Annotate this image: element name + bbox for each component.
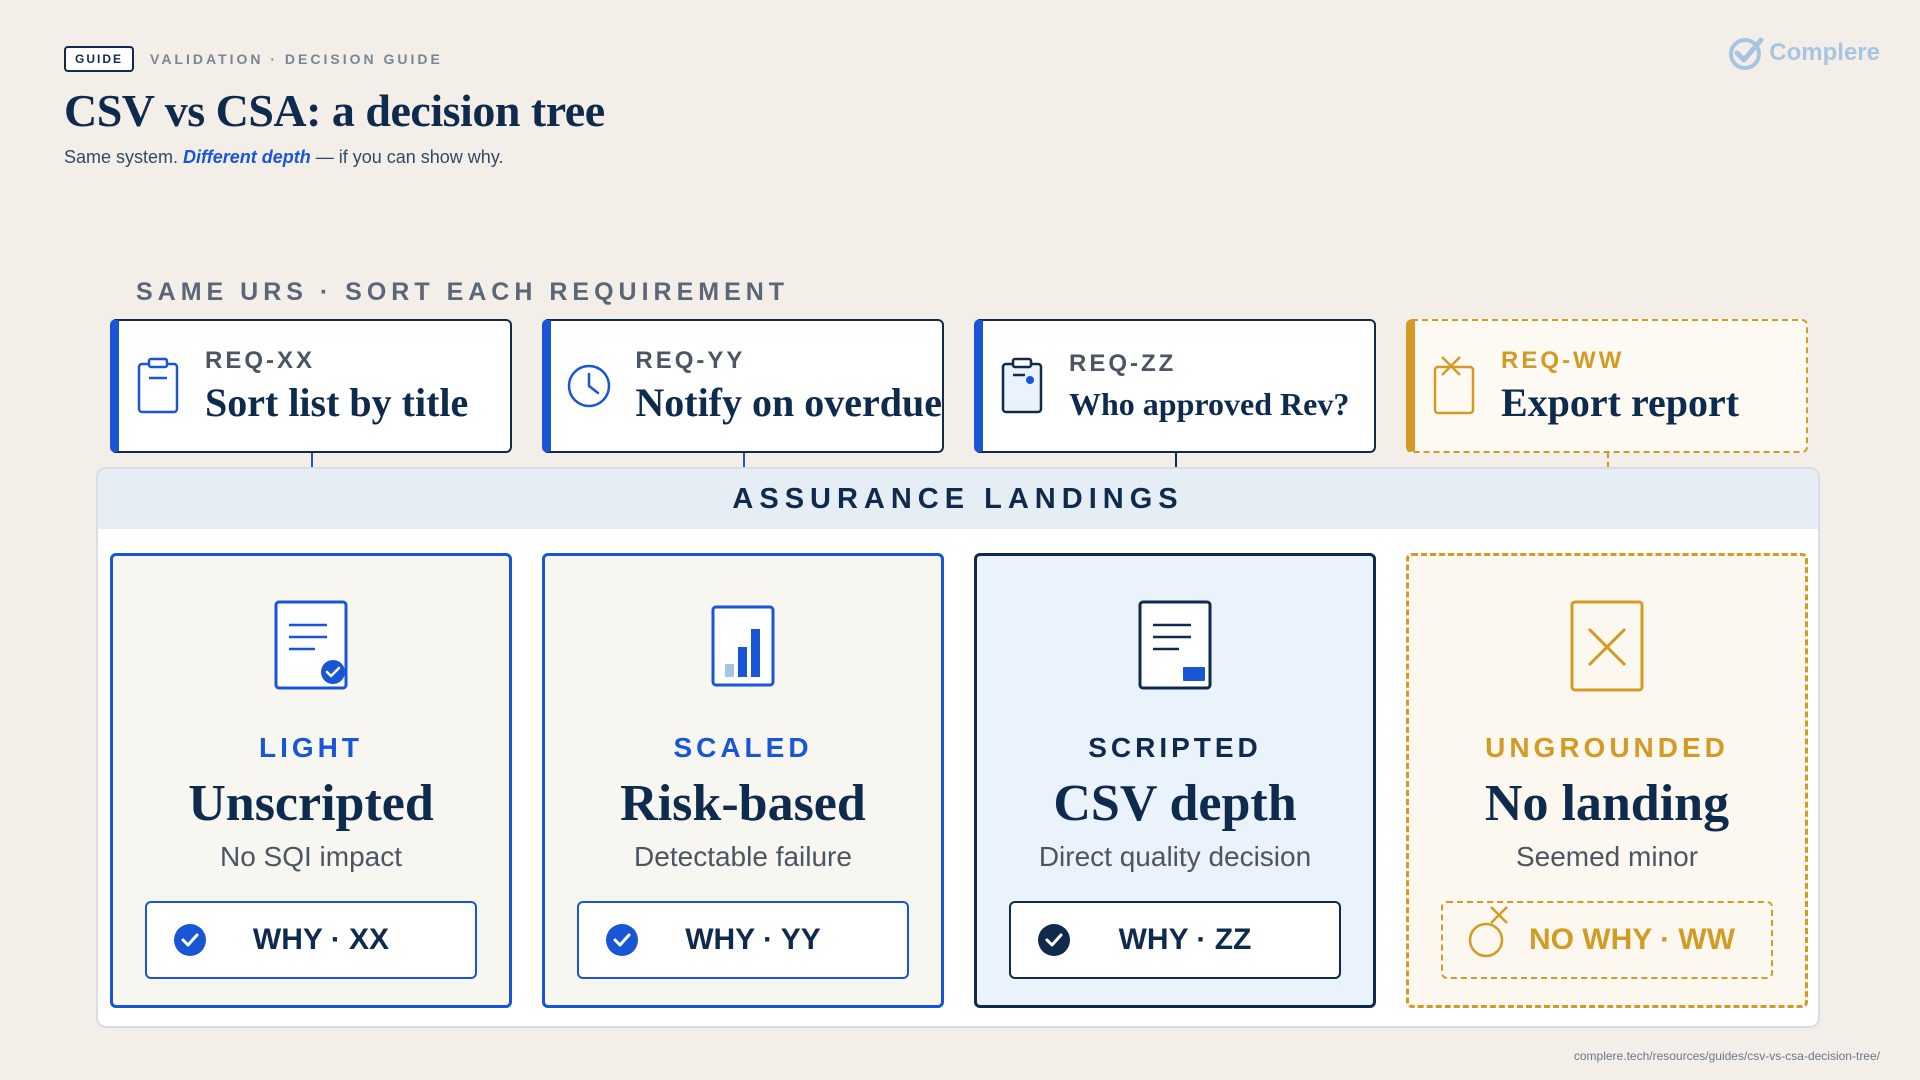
brand-logo[interactable]: Complere bbox=[1727, 34, 1880, 72]
requirement-card-yy: REQ-YY Notify on overdue bbox=[542, 319, 944, 453]
requirement-name: Sort list by title bbox=[205, 379, 469, 425]
empty-circle-x-icon bbox=[1468, 906, 1508, 958]
why-button-yy[interactable]: WHY · YY bbox=[577, 901, 909, 979]
landing-card-scaled: SCALED Risk-based Detectable failure WHY… bbox=[542, 553, 944, 1008]
requirement-card-ww: REQ-WW Export report bbox=[1406, 319, 1808, 453]
no-why-button-ww[interactable]: NO WHY · WW bbox=[1441, 901, 1773, 979]
clipboard-dot-icon bbox=[997, 351, 1047, 421]
landing-description: No SQI impact bbox=[219, 841, 403, 872]
landing-name: Risk-based bbox=[620, 775, 866, 832]
requirement-card-zz: REQ-ZZ Who approved Rev? bbox=[974, 319, 1376, 453]
requirement-code: REQ-ZZ bbox=[1069, 349, 1177, 377]
connector-zz bbox=[1175, 453, 1177, 467]
landing-tier: LIGHT bbox=[259, 732, 363, 763]
page-subtitle: Same system. Different depth — if you ca… bbox=[64, 147, 605, 168]
landing-description: Seemed minor bbox=[1515, 841, 1699, 872]
requirement-card-xx: REQ-XX Sort list by title bbox=[110, 319, 512, 453]
bar-chart-icon bbox=[698, 598, 788, 694]
landing-description: Detectable failure bbox=[634, 841, 852, 872]
clipboard-icon bbox=[133, 351, 183, 421]
check-circle-icon bbox=[1038, 924, 1070, 956]
check-circle-logo-icon bbox=[1729, 37, 1764, 70]
footer-url[interactable]: complere.tech/resources/guides/csv-vs-cs… bbox=[1573, 1049, 1880, 1063]
subtitle-post: — if you can show why. bbox=[315, 147, 504, 167]
requirement-name: Notify on overdue bbox=[635, 379, 942, 425]
why-label: NO WHY · WW bbox=[1528, 923, 1736, 956]
section-label: SAME URS · SORT EACH REQUIREMENT bbox=[136, 278, 790, 306]
why-label: WHY · ZZ bbox=[1118, 923, 1252, 956]
landing-card-light: LIGHT Unscripted No SQI impact WHY · XX bbox=[110, 553, 512, 1008]
clock-icon bbox=[565, 351, 613, 421]
landing-name: No landing bbox=[1484, 775, 1730, 832]
landing-description: Direct quality decision bbox=[1038, 841, 1312, 872]
connector-xx bbox=[311, 453, 313, 467]
requirement-name: Export report bbox=[1501, 379, 1740, 425]
guide-badge: GUIDE bbox=[64, 46, 135, 72]
breadcrumb: VALIDATION · DECISION GUIDE bbox=[150, 51, 443, 67]
clipboard-x-icon bbox=[1429, 351, 1479, 421]
subtitle-pre: Same system. bbox=[64, 147, 179, 167]
landing-tier: UNGROUNDED bbox=[1485, 732, 1729, 763]
why-button-zz[interactable]: WHY · ZZ bbox=[1009, 901, 1341, 979]
check-circle-icon bbox=[174, 924, 206, 956]
document-check-icon bbox=[266, 598, 356, 694]
why-label: WHY · XX bbox=[252, 923, 390, 956]
page-title: CSV vs CSA: a decision tree bbox=[64, 85, 605, 136]
landing-name: Unscripted bbox=[188, 775, 434, 832]
check-circle-icon bbox=[606, 924, 638, 956]
landing-card-scripted: SCRIPTED CSV depth Direct quality decisi… bbox=[974, 553, 1376, 1008]
subtitle-emphasis: Different depth bbox=[183, 147, 311, 167]
header: GUIDE VALIDATION · DECISION GUIDE CSV vs… bbox=[64, 46, 605, 168]
brand-name: Complere bbox=[1769, 39, 1880, 66]
requirement-code: REQ-WW bbox=[1501, 346, 1625, 374]
connector-yy bbox=[743, 453, 745, 467]
requirement-code: REQ-YY bbox=[635, 346, 746, 374]
tagline: GUIDE VALIDATION · DECISION GUIDE bbox=[64, 46, 605, 72]
box-x-icon bbox=[1562, 598, 1652, 694]
requirement-code: REQ-XX bbox=[205, 346, 316, 374]
document-stamp-icon bbox=[1130, 598, 1220, 694]
landing-name: CSV depth bbox=[1053, 775, 1297, 832]
landing-tier: SCRIPTED bbox=[1088, 732, 1262, 763]
landing-card-ungrounded: UNGROUNDED No landing Seemed minor NO WH… bbox=[1406, 553, 1808, 1008]
requirement-name: Who approved Rev? bbox=[1069, 385, 1350, 422]
why-button-xx[interactable]: WHY · XX bbox=[145, 901, 477, 979]
landing-tier: SCALED bbox=[673, 732, 813, 763]
connector-ww bbox=[1607, 453, 1609, 467]
why-label: WHY · YY bbox=[685, 923, 821, 956]
panel-title: ASSURANCE LANDINGS bbox=[98, 469, 1818, 529]
